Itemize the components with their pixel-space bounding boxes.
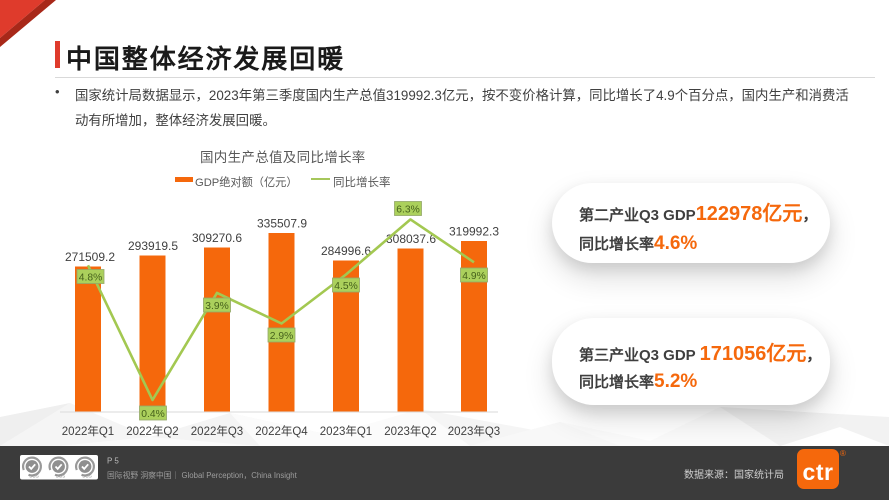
svg-text:2023年Q1: 2023年Q1: [320, 424, 372, 438]
svg-text:3.9%: 3.9%: [205, 301, 228, 312]
svg-text:2022年Q4: 2022年Q4: [255, 424, 308, 438]
svg-text:2023年Q3: 2023年Q3: [448, 424, 500, 438]
svg-text:4.9%: 4.9%: [462, 271, 485, 282]
svg-text:数据来源：国家统计局: 数据来源：国家统计局: [684, 468, 784, 481]
svg-text:2.9%: 2.9%: [270, 331, 293, 342]
svg-text:309270.6: 309270.6: [192, 231, 242, 245]
svg-text:SGS: SGS: [56, 474, 66, 479]
svg-text:4.5%: 4.5%: [334, 281, 357, 292]
svg-text:271509.2: 271509.2: [65, 250, 115, 264]
svg-text:284996.6: 284996.6: [321, 244, 371, 258]
svg-text:308037.6: 308037.6: [386, 232, 436, 246]
svg-text:293919.5: 293919.5: [128, 239, 178, 253]
svg-text:ctr: ctr: [803, 459, 834, 485]
svg-text:6.3%: 6.3%: [396, 205, 419, 216]
svg-text:2022年Q2: 2022年Q2: [126, 424, 178, 438]
svg-text:319992.3: 319992.3: [449, 225, 499, 239]
svg-text:4.8%: 4.8%: [79, 273, 102, 284]
svg-text:335507.9: 335507.9: [257, 217, 307, 231]
svg-text:®: ®: [840, 449, 846, 458]
svg-text:SGS: SGS: [29, 474, 39, 479]
svg-text:国际视野 洞察中国｜ Global Perception，C: 国际视野 洞察中国｜ Global Perception，China Insig…: [107, 470, 298, 480]
svg-text:SGS: SGS: [82, 474, 92, 479]
svg-text:0.4%: 0.4%: [141, 409, 164, 420]
svg-text:2022年Q3: 2022年Q3: [191, 424, 243, 438]
svg-text:P 5: P 5: [107, 457, 119, 466]
svg-text:2023年Q2: 2023年Q2: [384, 424, 436, 438]
svg-text:2022年Q1: 2022年Q1: [62, 424, 114, 438]
